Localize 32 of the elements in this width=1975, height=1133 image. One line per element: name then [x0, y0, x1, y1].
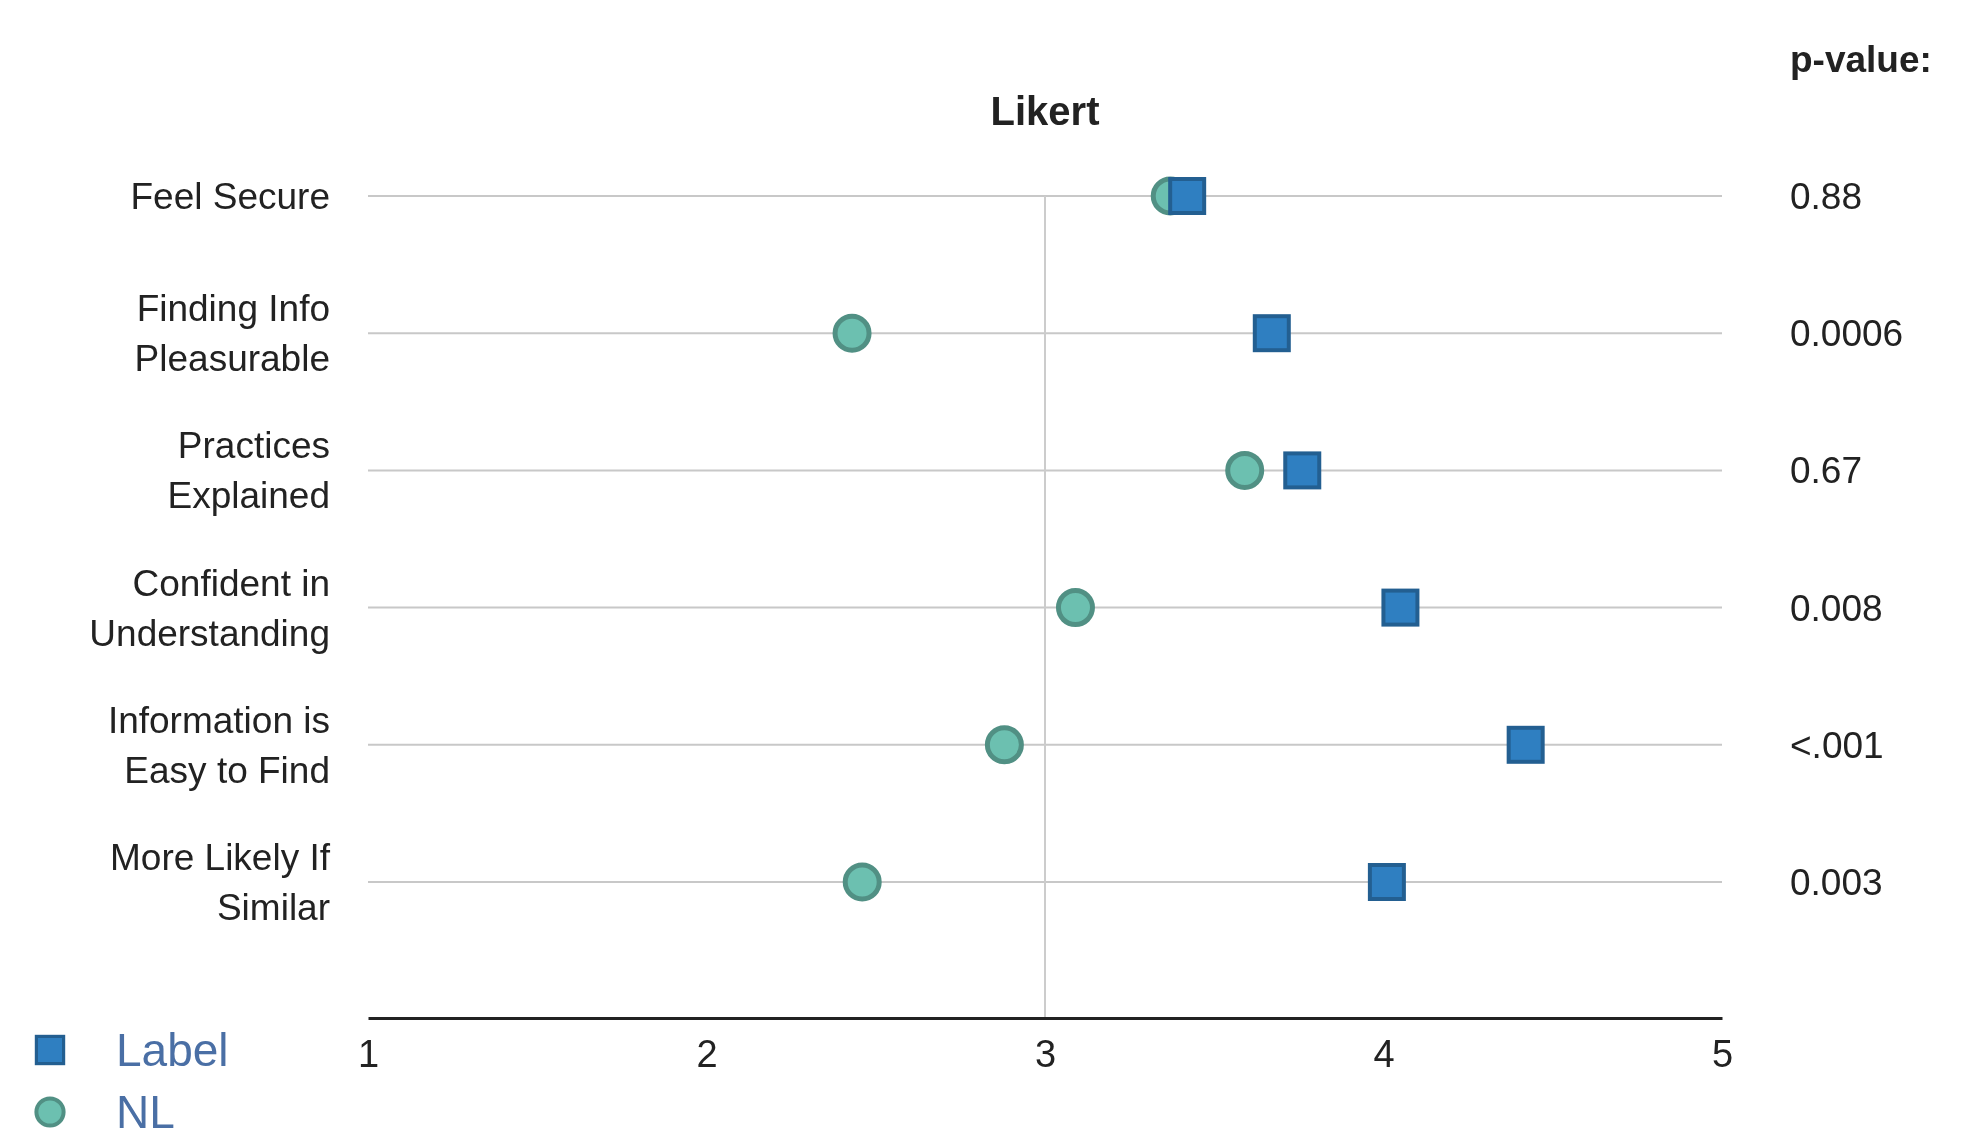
y-tick-label: Confident in Understanding [89, 562, 330, 654]
y-tick-label: Finding Info Pleasurable [134, 288, 330, 380]
point [1506, 725, 1545, 764]
text: 0.003 [1790, 862, 1883, 903]
legend-label: Label [116, 1024, 229, 1076]
text: 0.67 [1790, 450, 1863, 492]
text: p-value: [1790, 39, 1932, 80]
x-tick-label: 1 [357, 1032, 380, 1075]
point [842, 862, 882, 902]
point [1252, 314, 1291, 353]
x-tick-label: 2 [696, 1032, 718, 1075]
y-tick-label: Feel Secure [130, 176, 330, 217]
point [1055, 588, 1095, 628]
x-tick-label: 4 [1373, 1032, 1395, 1075]
point [1283, 451, 1322, 490]
point [1168, 177, 1207, 215]
text: 0.008 [1790, 587, 1883, 629]
y-tick-label: Information is Easy to Find [107, 699, 330, 791]
y-tick-label: More Likely If Similar [109, 837, 331, 928]
point [1367, 863, 1406, 901]
legend-label: NL [116, 1086, 175, 1133]
x-tick-label: 5 [1711, 1032, 1734, 1075]
y-tick-label: Practices Explained [167, 425, 330, 517]
point [1381, 588, 1420, 627]
text: 0.0006 [1790, 313, 1904, 355]
text: 0.88 [1790, 176, 1863, 217]
text: <.001 [1790, 724, 1884, 766]
point [1225, 450, 1265, 490]
chart-title: Likert [990, 89, 1100, 133]
x-tick-label: 3 [1034, 1032, 1057, 1075]
point [832, 313, 872, 353]
point [984, 725, 1024, 765]
